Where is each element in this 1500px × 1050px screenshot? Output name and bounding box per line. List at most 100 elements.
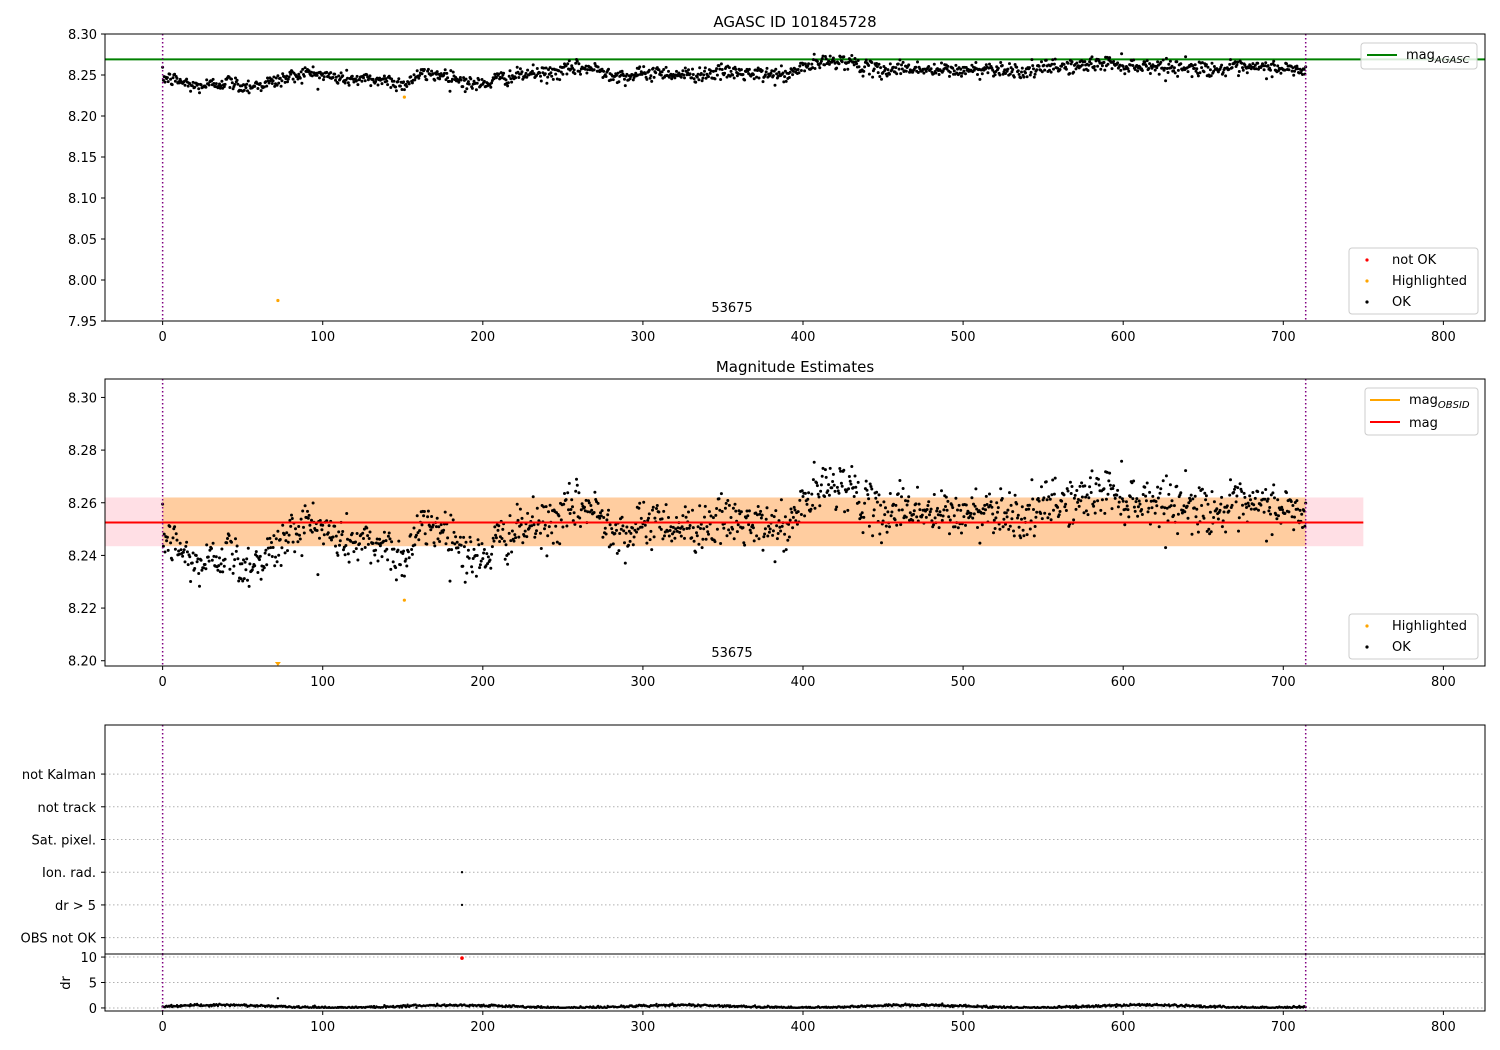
ok-point — [234, 76, 237, 80]
ok-point — [697, 542, 701, 546]
ok-point — [302, 525, 305, 529]
ok-point — [1298, 508, 1302, 512]
ok-point — [1267, 509, 1271, 513]
ok-point — [916, 485, 919, 489]
ok-point — [337, 74, 341, 78]
ok-point — [816, 492, 820, 496]
panel2-marks — [105, 379, 1364, 666]
ok-point — [343, 553, 347, 557]
ok-point — [1024, 508, 1028, 511]
ok-point — [410, 548, 414, 551]
ok-point — [456, 546, 460, 550]
ok-point — [539, 531, 542, 535]
ok-point — [711, 516, 715, 520]
ok-point — [564, 64, 568, 68]
ok-point — [1220, 525, 1224, 529]
ok-point — [796, 68, 800, 71]
ok-point — [191, 551, 195, 555]
y-tick-label: 8.22 — [68, 602, 97, 617]
ok-point — [163, 80, 167, 84]
ok-point — [793, 508, 797, 512]
ok-point — [173, 79, 177, 83]
ok-point — [965, 512, 969, 516]
ok-point — [751, 526, 755, 530]
ok-point — [504, 78, 508, 82]
ok-point — [561, 72, 565, 76]
ok-point — [1172, 69, 1176, 73]
ok-point — [893, 518, 897, 522]
ok-point — [380, 555, 384, 559]
ok-point — [462, 76, 466, 80]
ok-point — [220, 547, 224, 551]
ok-point — [647, 512, 651, 516]
ok-point — [892, 502, 895, 506]
ok-point — [1008, 491, 1011, 495]
ok-point — [1103, 511, 1107, 515]
ok-point — [235, 78, 239, 82]
ok-point — [310, 530, 314, 534]
ok-point — [850, 465, 854, 468]
ok-point — [498, 540, 502, 543]
ok-point — [1157, 72, 1161, 76]
ok-point — [842, 55, 846, 59]
x-tick-label: 400 — [791, 330, 816, 345]
ok-point — [755, 69, 759, 72]
ok-point — [1196, 530, 1200, 534]
ok-point — [720, 68, 724, 71]
ok-point — [307, 69, 311, 73]
ok-point — [205, 78, 209, 82]
x-tick-label: 300 — [630, 330, 655, 345]
ok-point — [264, 548, 268, 552]
ok-point — [470, 565, 474, 569]
flag-label: Sat. pixel. — [32, 834, 96, 849]
ok-point — [207, 83, 211, 87]
ok-point — [1188, 499, 1192, 503]
ok-point — [1158, 491, 1162, 495]
ok-point — [1085, 493, 1089, 497]
ok-point — [674, 527, 678, 531]
ok-point — [400, 574, 404, 577]
ok-point — [226, 537, 229, 540]
legend-label-mag-agasc: magAGASC — [1406, 48, 1470, 66]
ok-point — [1002, 517, 1006, 521]
ok-point — [1269, 68, 1272, 72]
ok-point — [956, 508, 959, 512]
ok-point — [622, 529, 626, 533]
ok-point — [787, 535, 791, 539]
ok-point — [914, 65, 918, 69]
ok-point — [538, 71, 542, 75]
ok-point — [773, 560, 777, 564]
ok-point — [283, 80, 287, 84]
ok-point — [1052, 508, 1055, 512]
ok-point — [983, 503, 987, 507]
x-tick-label: 300 — [630, 675, 655, 690]
ok-point — [396, 548, 400, 552]
ok-point — [1141, 62, 1145, 66]
ok-point — [455, 540, 459, 544]
ok-point — [362, 537, 365, 540]
ok-point — [894, 503, 898, 507]
ok-point — [189, 580, 193, 583]
ok-point — [430, 515, 434, 518]
ok-point — [259, 577, 263, 581]
ok-point — [1210, 61, 1214, 65]
ok-point — [907, 63, 911, 67]
ok-point — [811, 478, 815, 482]
ok-point — [854, 485, 858, 489]
ok-point — [1221, 71, 1225, 74]
ok-point — [254, 550, 258, 554]
ok-point — [916, 71, 920, 74]
ok-point — [1108, 56, 1112, 60]
ok-point — [1189, 493, 1193, 497]
ok-point — [691, 508, 694, 512]
ok-point — [1241, 66, 1244, 70]
ok-point — [1156, 60, 1160, 64]
ok-point — [1182, 504, 1186, 508]
ok-point — [545, 554, 549, 558]
ok-point — [719, 542, 723, 545]
ok-point — [188, 82, 192, 86]
ok-point — [725, 534, 729, 538]
ok-point — [316, 573, 320, 577]
ok-point — [265, 563, 269, 567]
ok-point — [471, 557, 475, 560]
